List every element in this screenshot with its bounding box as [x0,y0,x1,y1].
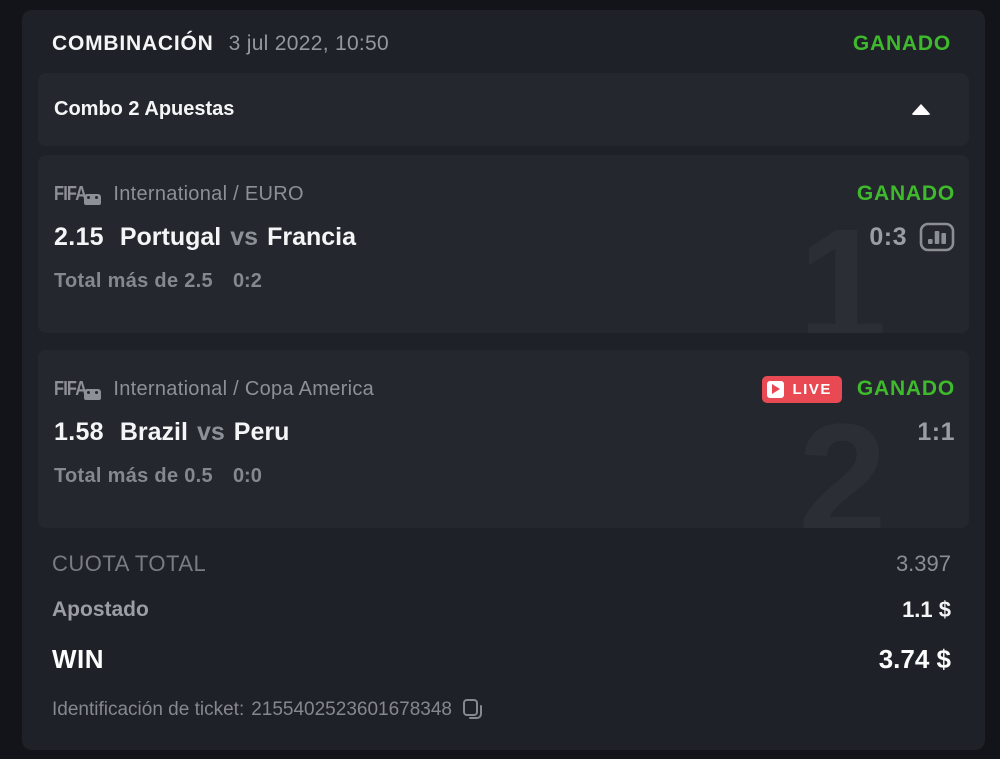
bet-odds: 1.58 [54,417,104,446]
market-name: Total más de 2.5 [54,270,213,292]
ticket-id-value: 2155402523601678348 [251,699,452,720]
gamepad-icon [84,388,102,400]
bar-chart-icon[interactable] [919,222,955,252]
match-score: 1:1 [917,417,955,446]
bet-ticket-card: COMBINACIÓN 3 jul 2022, 10:50 GANADO Com… [22,10,985,750]
match-row: 2.15 Portugal vs Francia 0:3 [54,221,955,253]
fifa-esports-icon: FIFA [54,378,102,401]
play-icon [766,380,784,398]
league-name: International / Copa America [113,377,375,400]
total-odds-label: CUOTA TOTAL [52,551,207,576]
combo-label: Combo 2 Apuestas [54,98,235,120]
league-row: FIFA International / EURO GANADO [54,179,955,209]
win-label: WIN [52,643,105,674]
vs-label: vs [196,417,225,446]
bet-number-watermark: 2 [798,390,887,529]
stake-label: Apostado [52,598,149,621]
market-row: Total más de 0.5 0:0 [54,465,955,488]
away-team: Peru [233,417,290,446]
win-value: 3.74 $ [878,643,951,674]
market-score: 0:0 [232,465,262,487]
market-name: Total más de 0.5 [54,465,213,487]
vs-label: vs [230,222,259,251]
ticket-date: 3 jul 2022, 10:50 [228,31,390,55]
live-label: LIVE [792,380,832,398]
ticket-type-title: COMBINACIÓN [52,31,214,55]
match-row: 1.58 Brazil vs Peru 1:1 [54,416,955,448]
bet-odds: 2.15 [54,222,104,251]
combo-collapse-bar[interactable]: Combo 2 Apuestas [38,73,969,146]
home-team: Portugal [119,222,222,251]
league-name: International / EURO [113,182,304,205]
fifa-esports-icon: FIFA [54,183,102,206]
market-row: Total más de 2.5 0:2 [54,270,955,293]
total-odds-value: 3.397 [895,551,951,576]
bet-number-watermark: 1 [798,195,887,334]
home-team: Brazil [119,417,188,446]
match-score: 0:3 [869,222,907,251]
bet-card-2: 2 FIFA International / Copa America LIVE… [38,350,969,528]
live-badge: LIVE [761,375,842,403]
away-team: Francia [267,222,357,251]
copy-icon[interactable] [462,698,484,722]
stake-value: 1.1 $ [902,597,951,622]
ticket-id-row: Identificación de ticket: 21554025236016… [22,690,985,730]
ticket-status-badge: GANADO [852,31,951,55]
stake-row: Apostado 1.1 $ [22,586,985,634]
bet-status-badge: GANADO [856,182,955,205]
market-score: 0:2 [232,270,262,292]
win-row: WIN 3.74 $ [22,634,985,684]
ticket-header: COMBINACIÓN 3 jul 2022, 10:50 GANADO [22,10,985,73]
gamepad-icon [84,193,102,205]
total-odds-row: CUOTA TOTAL 3.397 [22,542,985,586]
bet-status-badge: GANADO [856,377,955,400]
ticket-id-label: Identificación de ticket: [52,699,245,720]
bet-card-1: 1 FIFA International / EURO GANADO 2.15 … [38,155,969,333]
chevron-up-icon[interactable] [911,104,931,115]
league-row: FIFA International / Copa America LIVE G… [54,374,955,404]
